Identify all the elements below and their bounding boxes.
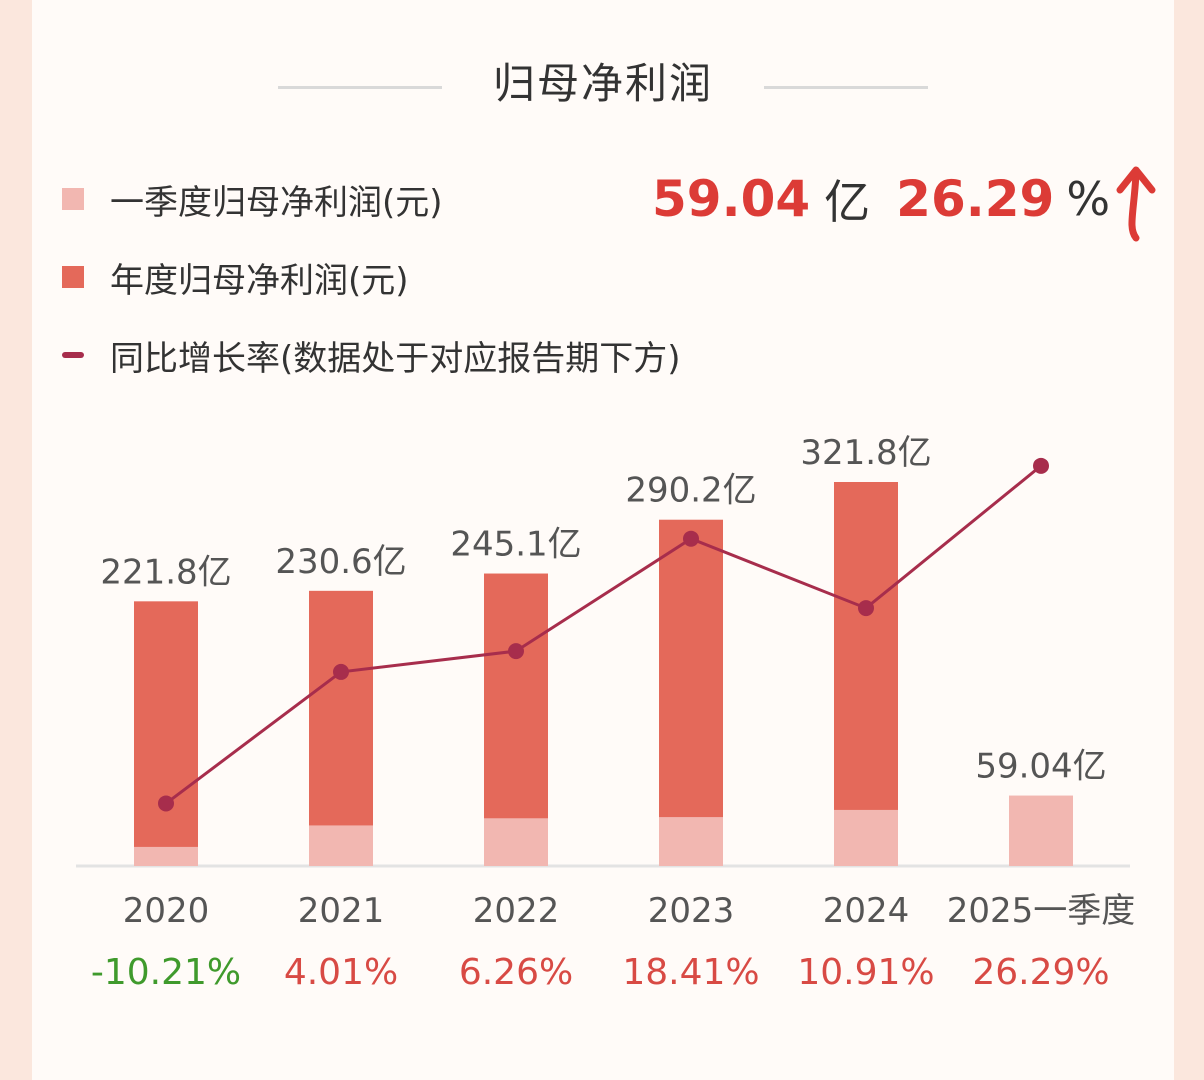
value-label-2021: 230.6亿 [275,542,406,582]
legend-swatch-growth [62,352,84,358]
title-divider-left [278,86,442,89]
value-label-2024: 321.8亿 [800,433,931,473]
bar-quarter-2025一季度 [1009,795,1073,866]
growth-line [165,464,1042,805]
title-block: 归母净利润 [32,52,1174,116]
bar-quarter-2022 [484,818,548,866]
value-label-2022: 245.1亿 [450,525,581,565]
legend: 一季度归母净利润(元) 年度归母净利润(元) 同比增长率(数据处于对应报告期下方… [62,160,681,394]
growth-point-2021 [333,663,349,680]
chart-card: 归母净利润 一季度归母净利润(元) 年度归母净利润(元) 同比增长率(数据处于对… [32,0,1174,1080]
bar-annual-2022 [484,573,548,866]
growth-label-2022: 6.26% [459,952,573,993]
bar-quarter-2021 [309,825,373,866]
bar-quarter-2023 [659,817,723,866]
growth-label-2021: 4.01% [284,952,398,993]
x-tick-label-2021: 2021 [298,891,385,931]
legend-item-quarter: 一季度归母净利润(元) [62,160,681,238]
bar-quarter-2020 [134,846,198,866]
headline-summary: 59.04 亿 26.29 % [652,160,1158,242]
legend-swatch-quarter [62,188,84,210]
x-tick-label-2025一季度: 2025一季度 [947,891,1136,931]
x-tick-label-2024: 2024 [823,891,910,931]
growth-label-2023: 18.41% [622,952,759,993]
bar-annual-2020 [134,601,198,866]
growth-label-2025一季度: 26.29% [972,952,1109,993]
headline-growth: 26.29 [896,170,1055,228]
legend-swatch-annual [62,266,84,288]
x-tick-label-2023: 2023 [648,891,735,931]
bar-annual-2021 [309,590,373,866]
headline-unit: 亿 [824,175,871,229]
value-label-2023: 290.2亿 [625,471,756,511]
headline-value: 59.04 [652,170,811,228]
legend-item-annual: 年度归母净利润(元) [62,238,681,316]
growth-point-2024 [858,600,874,617]
legend-label-quarter: 一季度归母净利润(元) [110,182,443,223]
x-tick-label-2022: 2022 [473,891,560,931]
growth-point-2022 [508,643,524,660]
growth-label-2020: -10.21% [91,952,241,993]
title-divider-right [764,86,928,89]
growth-point-2023 [683,530,699,547]
bar-quarter-2024 [834,809,898,866]
x-tick-label-2020: 2020 [123,891,210,931]
chart-title: 归母净利润 [492,59,713,108]
growth-point-2020 [158,795,174,812]
growth-label-2024: 10.91% [797,952,934,993]
value-label-2025一季度: 59.04亿 [975,747,1106,787]
value-label-2020: 221.8亿 [100,552,231,592]
bar-annual-2024 [834,482,898,866]
legend-label-growth: 同比增长率(数据处于对应报告期下方) [110,338,681,379]
bar-annual-2023 [659,519,723,866]
legend-item-growth: 同比增长率(数据处于对应报告期下方) [62,316,681,394]
legend-label-annual: 年度归母净利润(元) [110,260,409,301]
headline-percent-sign: % [1066,172,1111,226]
growth-point-2025一季度 [1033,457,1049,474]
bar-line-chart: 221.8亿 2020 -10.21% 230.6亿 2021 4.01% 245.1亿 20… [76,433,1136,993]
up-arrow-icon [1116,166,1156,242]
